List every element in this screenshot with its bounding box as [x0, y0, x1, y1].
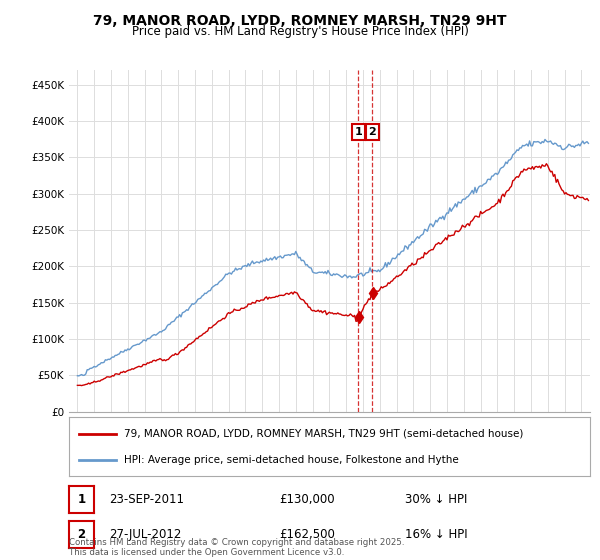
Text: 2: 2	[368, 127, 376, 137]
Text: 27-JUL-2012: 27-JUL-2012	[109, 528, 182, 541]
Text: 23-SEP-2011: 23-SEP-2011	[109, 493, 184, 506]
Text: 30% ↓ HPI: 30% ↓ HPI	[405, 493, 467, 506]
Text: £162,500: £162,500	[279, 528, 335, 541]
Text: 16% ↓ HPI: 16% ↓ HPI	[405, 528, 467, 541]
Text: 2: 2	[77, 528, 86, 541]
Text: 79, MANOR ROAD, LYDD, ROMNEY MARSH, TN29 9HT (semi-detached house): 79, MANOR ROAD, LYDD, ROMNEY MARSH, TN29…	[124, 428, 523, 438]
Text: Price paid vs. HM Land Registry's House Price Index (HPI): Price paid vs. HM Land Registry's House …	[131, 25, 469, 38]
Text: 1: 1	[355, 127, 362, 137]
Text: HPI: Average price, semi-detached house, Folkestone and Hythe: HPI: Average price, semi-detached house,…	[124, 455, 458, 465]
Text: 1: 1	[77, 493, 86, 506]
Text: £130,000: £130,000	[279, 493, 335, 506]
Text: 79, MANOR ROAD, LYDD, ROMNEY MARSH, TN29 9HT: 79, MANOR ROAD, LYDD, ROMNEY MARSH, TN29…	[93, 14, 507, 28]
Text: Contains HM Land Registry data © Crown copyright and database right 2025.
This d: Contains HM Land Registry data © Crown c…	[69, 538, 404, 557]
